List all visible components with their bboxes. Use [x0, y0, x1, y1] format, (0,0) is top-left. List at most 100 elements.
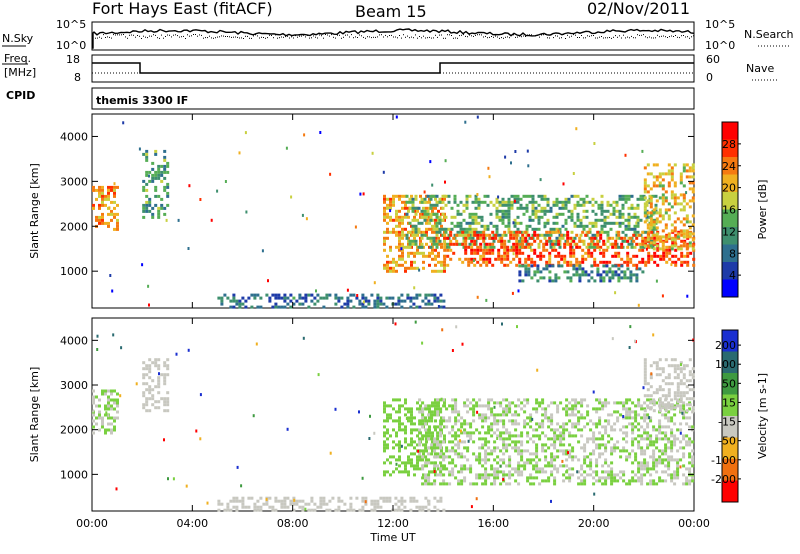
data-cell: [578, 276, 582, 280]
data-cell: [433, 496, 437, 500]
data-cell: [437, 236, 440, 240]
data-cell: [679, 178, 683, 182]
data-cell: [437, 209, 440, 213]
colorbar-segment: [722, 437, 738, 460]
data-cell: [436, 431, 440, 435]
y-axis-label: Slant Range [km]: [28, 163, 41, 259]
data-cell: [386, 254, 389, 258]
data-cell: [655, 178, 659, 182]
data-cell: [416, 266, 419, 270]
data-cell: [427, 473, 431, 477]
data-cell: [383, 401, 386, 405]
scatter-cell: [177, 218, 180, 222]
data-cell: [674, 233, 678, 237]
data-cell: [664, 452, 668, 456]
nave-label: Nave: [746, 62, 774, 75]
nsearch-dot: [209, 35, 210, 37]
data-cell: [601, 464, 605, 468]
data-cell: [676, 461, 680, 465]
data-cell: [583, 443, 587, 447]
data-cell: [602, 251, 606, 255]
data-cell: [525, 206, 529, 210]
data-cell: [568, 467, 572, 471]
data-cell: [401, 257, 404, 261]
data-cell: [148, 170, 152, 174]
scatter-cell: [240, 484, 243, 488]
data-cell: [667, 388, 671, 392]
scatter-cell: [536, 368, 539, 372]
data-cell: [531, 227, 535, 231]
data-cell: [596, 239, 600, 243]
data-cell: [487, 446, 491, 450]
data-cell: [682, 208, 686, 212]
data-cell: [546, 203, 550, 207]
data-cell: [643, 166, 647, 170]
nsearch-dot: [587, 35, 588, 37]
data-cell: [163, 176, 167, 180]
data-cell: [479, 257, 483, 261]
data-cell: [498, 233, 502, 237]
data-cell: [454, 449, 458, 453]
data-cell: [521, 279, 525, 283]
data-cell: [244, 299, 248, 303]
scatter-cell: [680, 363, 682, 367]
data-cell: [474, 221, 478, 225]
data-cell: [588, 221, 592, 225]
data-cell: [581, 260, 585, 264]
data-cell: [148, 409, 152, 413]
data-cell: [398, 470, 401, 474]
data-cell: [547, 446, 551, 450]
data-cell: [289, 499, 293, 503]
scatter-cell: [167, 477, 169, 481]
data-cell: [238, 299, 242, 303]
data-cell: [533, 260, 537, 264]
data-cell: [427, 482, 431, 486]
data-cell: [567, 209, 571, 213]
data-cell: [268, 496, 272, 500]
data-cell: [637, 461, 641, 465]
data-cell: [322, 305, 326, 309]
data-cell: [364, 305, 368, 309]
data-cell: [691, 373, 695, 377]
data-cell: [145, 188, 149, 192]
data-cell: [652, 208, 656, 212]
data-cell: [259, 305, 263, 309]
data-cell: [562, 428, 566, 432]
data-cell: [664, 223, 668, 227]
data-cell: [682, 169, 686, 173]
data-cell: [629, 276, 633, 280]
data-cell: [220, 502, 224, 506]
data-cell: [116, 392, 119, 396]
data-cell: [545, 239, 549, 243]
data-cell: [413, 440, 416, 444]
data-cell: [600, 212, 604, 216]
nave-tick-top: 60: [706, 53, 720, 66]
data-cell: [471, 221, 475, 225]
data-cell: [101, 422, 104, 426]
data-cell: [601, 452, 605, 456]
data-cell: [685, 364, 689, 368]
data-cell: [535, 407, 539, 411]
data-cell: [446, 254, 450, 258]
data-cell: [668, 251, 672, 255]
data-cell: [484, 458, 488, 462]
data-cell: [154, 361, 158, 365]
data-cell: [556, 467, 560, 471]
data-cell: [283, 296, 287, 300]
scatter-cell: [418, 268, 421, 272]
data-cell: [373, 508, 377, 512]
data-cell: [389, 455, 392, 459]
data-cell: [416, 458, 419, 462]
data-cell: [416, 401, 419, 405]
data-cell: [523, 419, 527, 423]
data-cell: [398, 257, 401, 261]
data-cell: [404, 464, 407, 468]
data-cell: [163, 409, 167, 413]
data-cell: [649, 443, 653, 447]
data-cell: [469, 470, 473, 474]
data-cell: [643, 473, 647, 477]
data-cell: [638, 242, 642, 246]
data-cell: [592, 452, 596, 456]
data-cell: [500, 260, 504, 264]
nsearch-dot: [397, 37, 398, 39]
